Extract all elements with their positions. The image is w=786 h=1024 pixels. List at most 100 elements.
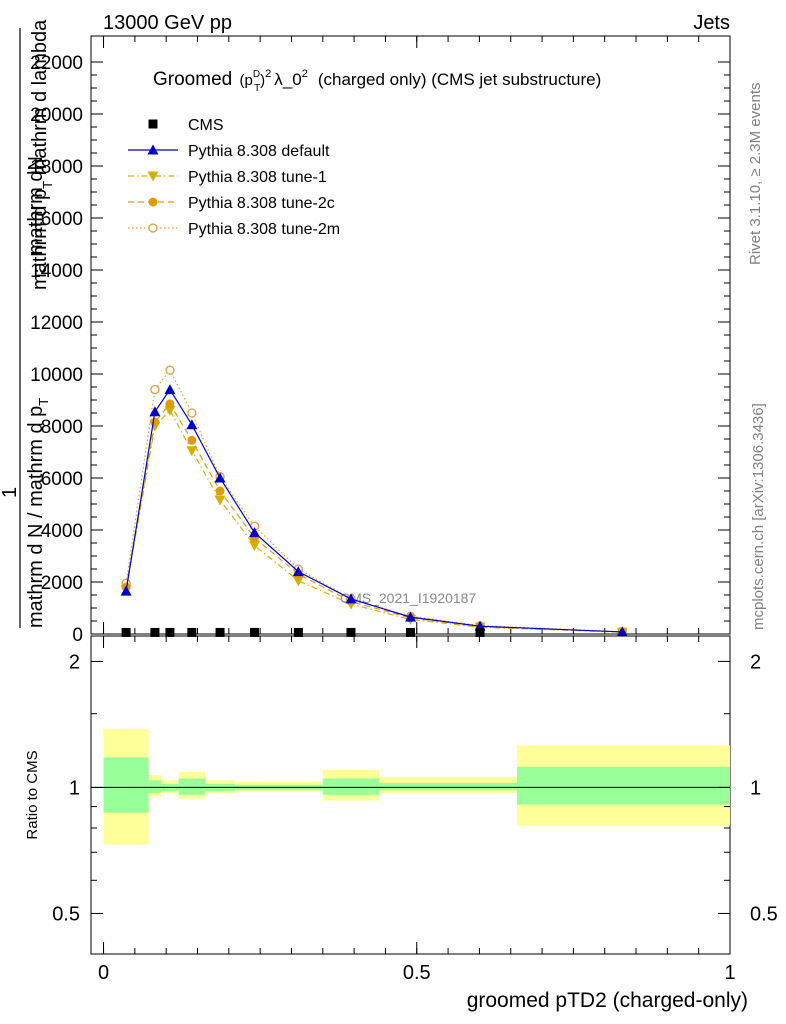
main-ytick-label: 12000 [30,313,83,334]
data-point [249,527,261,538]
data-point [214,495,226,506]
ratio-y-axis: 0.5 0.5 1 1 2 2 [52,651,778,925]
ratio-xtick-label: 0.5 [403,962,431,984]
ratio-band-inner [517,766,730,805]
ratio-ytick-label-right: 2 [750,651,761,673]
main-ytick-label: 16000 [30,209,83,230]
mcplots-label: mcplots.cern.ch [arXiv:1306.3436] [750,403,767,630]
data-point [165,627,175,637]
data-point [120,585,132,596]
ratio-xtick-label: 1 [724,962,735,984]
data-point [150,627,160,637]
data-point [165,365,175,375]
data-point [293,627,303,637]
main-ytick-label: 18000 [30,157,83,178]
legend-label: Pythia 8.308 default [188,143,330,160]
data-point [187,435,197,445]
title-rest: (charged only) (CMS jet substructure) [318,70,601,89]
svg-text:mathrm d pT mathrm d lambda: mathrm d pT mathrm d lambda [29,19,55,290]
data-point [121,627,131,637]
ylabel-part-n: N [25,156,47,170]
legend-marker [148,223,158,233]
title-sub-t: T [254,83,260,94]
series-square [121,627,485,637]
legend-marker [148,119,158,129]
main-ytick-label: 0 [72,625,83,646]
main-ytick-label: 8000 [41,417,83,438]
ratio-ytick-label: 0.5 [52,903,80,925]
ratio-band-layer [103,728,730,845]
legend-entry: Pythia 8.308 tune-2m [128,221,340,238]
data-point [165,399,175,409]
title-sup-d: D [253,69,260,80]
data-point [292,576,304,587]
ylabel-part-t: T [40,181,55,189]
ratio-band-inner [178,778,206,795]
svg-text:mathrm d N / mathrm d pT: mathrm d N / mathrm d pT [25,398,51,628]
main-ytick-label: 22000 [30,53,83,74]
energy-label: 13000 GeV pp [103,12,232,34]
title-p: p [244,72,252,89]
data-point [150,417,160,427]
series-line [125,368,623,633]
ratio-band-inner [322,778,380,795]
data-point [346,627,356,637]
legend-marker [148,197,158,207]
main-y-label: mathrm dN mathrm d pT mathrm d lambda 1 … [0,19,55,628]
data-point [149,406,161,417]
legend-entry: Pythia 8.308 default [128,143,330,160]
ratio-y-label: Ratio to CMS [24,750,41,839]
title-lambda: λ_0 [274,70,301,89]
data-point [215,627,225,637]
series-line [125,402,623,633]
rivet-label: Rivet 3.1.10, ≥ 2.3M events [747,83,764,266]
main-ytick-label: 20000 [30,105,83,126]
ratio-ytick-label-right: 1 [750,777,761,799]
data-point [186,419,198,430]
title-sup-2: 2 [265,68,271,80]
data-point [215,486,225,496]
main-y-axis: 0 2000 4000 6000 8000 10000 12000 14000 16000 180… [30,36,731,646]
ylabel-part-c: mathrm d lambda [29,19,51,181]
ratio-band-inner [379,782,517,791]
data-point [187,627,197,637]
data-point [187,408,197,418]
data-point [186,446,198,457]
title-open-paren: ( [239,72,244,89]
data-point [406,627,415,637]
ratio-x-axis: 0 0.5 1 [98,636,736,984]
main-title: Groomed (pD T)2 λ_02 (charged only) (CMS je… [153,68,601,94]
ratio-xtick-label: 0 [98,962,109,984]
data-point [345,593,357,604]
ratio-band-inner [148,780,162,793]
legend-label: Pythia 8.308 tune-1 [188,169,327,186]
main-series-layer [120,365,628,638]
main-ytick-label: 6000 [41,469,83,490]
ratio-ytick-label: 1 [69,777,80,799]
data-point [292,566,304,577]
title-main: Groomed [153,69,232,90]
ratio-ytick-label: 2 [69,651,80,673]
legend-label: CMS [188,117,224,134]
ratio-ytick-label-right: 0.5 [750,903,778,925]
x-axis-label: groomed pTD2 (charged-only) [467,989,748,1012]
data-point [150,384,160,395]
ratio-band-inner [103,757,149,813]
data-point [405,611,416,622]
ylabel-part-e: T [36,398,51,406]
legend-marker [147,144,159,155]
process-label: Jets [693,12,730,34]
main-frame [90,35,731,635]
legend-marker [147,171,159,182]
ylabel-part-a: mathrm d [25,171,47,255]
legend-label: Pythia 8.308 tune-2m [188,221,340,238]
data-point [475,627,485,637]
legend-entry: Pythia 8.308 tune-1 [128,169,327,186]
legend: CMS Pythia 8.308 default Pythia 8.308 tune… [128,117,340,238]
ylabel-part-d: mathrm d N / mathrm d p [25,406,47,628]
data-point [616,626,628,637]
data-point [164,384,176,395]
main-ytick-label: 10000 [30,365,83,386]
svg-text:mathrm dN: mathrm dN [25,156,47,255]
